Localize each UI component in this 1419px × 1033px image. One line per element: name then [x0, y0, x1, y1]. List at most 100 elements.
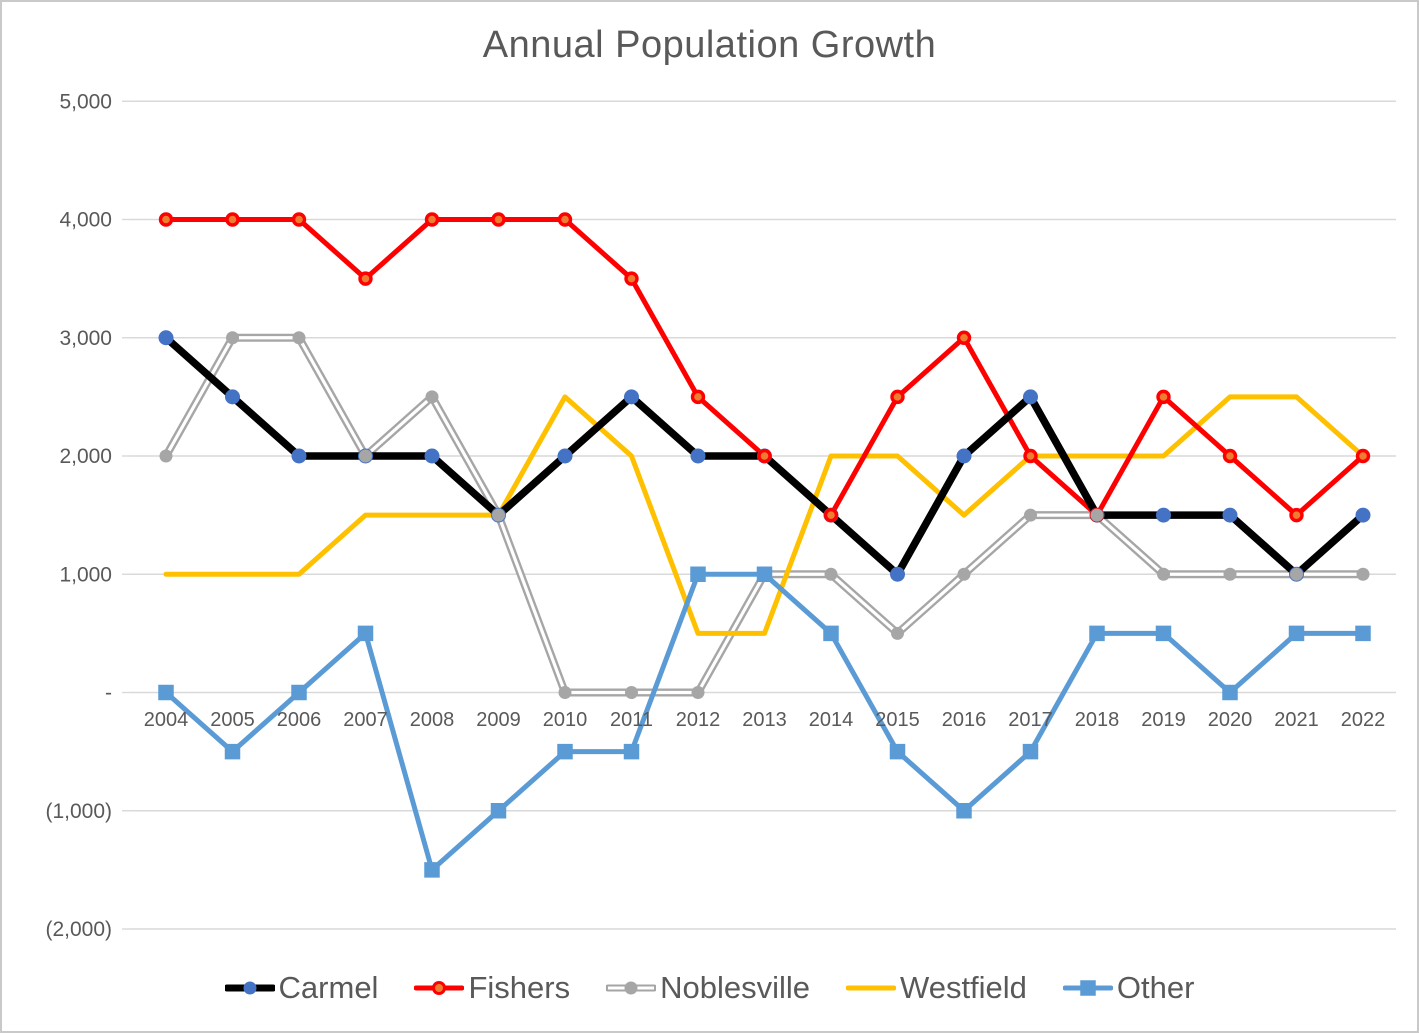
- data-point-other: [158, 684, 174, 701]
- data-point-other: [357, 625, 374, 642]
- x-axis-label: 2007: [343, 709, 388, 731]
- data-point-fishers: [291, 212, 307, 227]
- legend-item-noblesville: Noblesville: [606, 970, 810, 1006]
- data-point-fishers: [1222, 448, 1238, 464]
- data-point-fishers: [757, 448, 772, 464]
- x-axis-label: 2011: [610, 709, 653, 731]
- series-line-fishers: [163, 217, 1366, 518]
- data-point-other: [1222, 684, 1238, 701]
- legend-item-fishers: Fishers: [414, 970, 570, 1006]
- data-point-fishers: [956, 330, 972, 345]
- legend-label: Other: [1116, 970, 1195, 1005]
- data-point-fishers: [424, 212, 440, 227]
- data-point-fishers: [158, 212, 174, 227]
- chart-title: Annual Population Growth: [482, 24, 937, 66]
- x-axis-label: 2019: [1141, 709, 1186, 731]
- legend-item-carmel: Carmel: [224, 970, 379, 1006]
- data-point-other: [889, 743, 906, 760]
- y-axis-label: (1,000): [45, 800, 112, 823]
- data-point-noblesville: [1290, 567, 1303, 581]
- y-axis-label: 4,000: [59, 209, 112, 232]
- data-point-noblesville: [957, 567, 971, 581]
- legend-swatch-carmel-icon: [224, 981, 275, 995]
- x-axis-label: 2017: [1008, 709, 1053, 731]
- x-axis-label: 2016: [942, 709, 987, 731]
- data-point-fishers: [690, 389, 706, 405]
- data-point-other: [1288, 625, 1305, 642]
- data-point-fishers: [1023, 448, 1038, 464]
- data-point-other: [424, 862, 440, 878]
- legend-swatch-westfield-icon: [846, 985, 896, 991]
- data-point-fishers: [1355, 448, 1371, 464]
- data-point-noblesville: [824, 567, 838, 581]
- data-point-noblesville: [1090, 508, 1104, 522]
- data-point-noblesville: [691, 686, 705, 699]
- data-point-other: [224, 743, 241, 760]
- data-point-carmel: [890, 566, 905, 582]
- y-axis-label: 5,000: [59, 90, 112, 113]
- data-point-carmel: [225, 389, 240, 405]
- legend-item-other: Other: [1062, 970, 1195, 1006]
- x-axis-label: 2006: [277, 709, 322, 731]
- data-point-carmel: [956, 448, 972, 464]
- data-point-noblesville: [891, 626, 904, 640]
- data-point-other: [490, 803, 507, 819]
- data-point-carmel: [291, 448, 307, 464]
- y-axis-label: 1,000: [59, 563, 112, 586]
- y-axis-label: 2,000: [59, 445, 112, 468]
- data-point-noblesville: [625, 686, 638, 699]
- data-point-noblesville: [1356, 567, 1370, 581]
- data-point-other: [1355, 625, 1371, 642]
- data-point-other: [557, 743, 573, 760]
- data-point-carmel: [1222, 507, 1238, 523]
- data-point-carmel: [690, 448, 706, 464]
- legend-label: Noblesville: [660, 970, 810, 1005]
- x-axis-label: 2015: [875, 709, 920, 731]
- data-point-noblesville: [492, 508, 505, 522]
- data-point-noblesville: [292, 331, 306, 345]
- data-point-other: [623, 743, 640, 760]
- data-point-fishers: [1156, 389, 1171, 405]
- x-axis-label: 2008: [410, 709, 455, 731]
- data-point-other: [956, 803, 972, 819]
- x-axis-label: 2022: [1341, 709, 1386, 731]
- x-axis-label: 2009: [476, 709, 521, 731]
- data-point-other: [291, 684, 307, 701]
- legend-swatch-fishers-icon: [414, 981, 465, 995]
- data-point-fishers: [823, 507, 839, 523]
- x-axis-label: 2021: [1274, 709, 1319, 731]
- data-point-carmel: [624, 389, 639, 405]
- legend-swatch-noblesville-icon: [606, 981, 657, 995]
- data-point-other: [1155, 625, 1172, 642]
- legend-label: Carmel: [278, 970, 379, 1005]
- y-axis-label: (2,000): [45, 918, 112, 941]
- data-point-noblesville: [425, 390, 439, 404]
- series-line-westfield: [163, 394, 1366, 636]
- data-point-other: [690, 566, 706, 582]
- data-point-noblesville: [558, 686, 572, 699]
- data-point-noblesville: [226, 331, 239, 345]
- x-axis-label: 2020: [1208, 709, 1253, 731]
- x-axis-label: 2012: [676, 709, 721, 731]
- y-axis-label: -: [105, 682, 112, 705]
- data-point-carmel: [424, 448, 440, 464]
- x-axis-label: 2013: [742, 709, 787, 731]
- data-point-noblesville: [1223, 567, 1237, 581]
- data-point-carmel: [1023, 389, 1038, 405]
- legend-swatch-other-icon: [1062, 980, 1113, 996]
- y-axis-label: 3,000: [59, 327, 112, 350]
- data-point-other: [756, 566, 773, 582]
- data-point-noblesville: [1157, 567, 1170, 581]
- x-axis-label: 2005: [210, 709, 255, 731]
- data-point-carmel: [158, 330, 174, 346]
- data-point-fishers: [890, 389, 905, 405]
- chart-legend: Carmel Fishers Noblesville Westfield Other: [0, 960, 1419, 1016]
- data-point-carmel: [1355, 507, 1371, 523]
- data-point-noblesville: [359, 449, 372, 463]
- data-point-fishers: [491, 212, 506, 227]
- data-point-carmel: [1156, 507, 1171, 523]
- data-point-fishers: [358, 271, 373, 286]
- x-axis-label: 2004: [144, 709, 189, 731]
- data-point-noblesville: [159, 449, 173, 463]
